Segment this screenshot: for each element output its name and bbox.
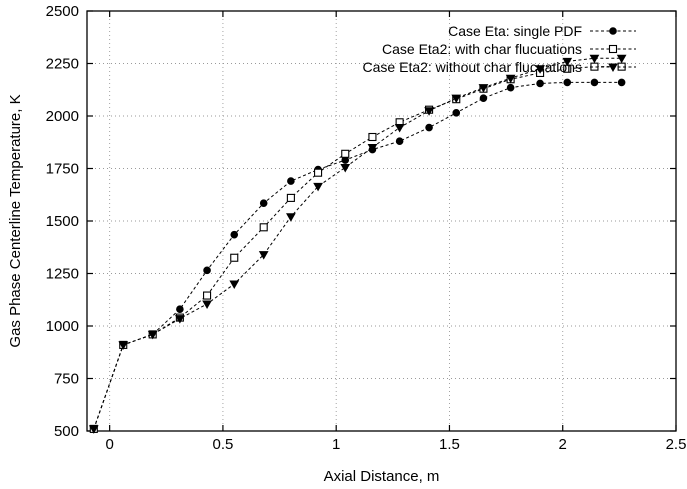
x-tick-label: 0 [105, 436, 113, 453]
series-1-line [93, 81, 622, 430]
series-3-point [589, 54, 600, 64]
legend-label: Case Eta: single PDF [448, 23, 582, 39]
series-2-point [230, 253, 239, 262]
series-1 [89, 78, 626, 433]
series-2-point [286, 193, 295, 202]
series-3-point [118, 341, 129, 350]
axis-ticks: 0 0.5 1 1.5 2 2.5 500 750 1000 1250 1500 1750 2000 22… [46, 3, 687, 453]
y-tick-label: 2500 [46, 3, 79, 20]
series-1-point [287, 177, 295, 185]
series-2 [89, 62, 626, 433]
series-1-point [259, 199, 268, 207]
series-3-point [340, 163, 351, 173]
series-3-point [175, 315, 185, 324]
series-1-point [479, 94, 488, 102]
x-tick-label: 1.5 [439, 436, 460, 453]
series-3-point [616, 54, 627, 64]
legend-label: Case Eta2: without char flucuations [363, 59, 582, 75]
x-axis-title: Axial Distance, m [324, 468, 440, 485]
series-1-point [617, 78, 626, 87]
series-3-point [505, 74, 516, 84]
x-tick-label: 0.5 [212, 436, 233, 453]
series-3-point [478, 84, 489, 93]
series-1-point [563, 78, 572, 87]
series-3-line [93, 57, 622, 430]
series-1-point [230, 230, 239, 239]
x-tick-label: 2 [559, 436, 567, 453]
series-3-point [562, 57, 573, 67]
y-tick-label: 1500 [46, 213, 79, 230]
y-tick-label: 1000 [46, 318, 79, 335]
series-1-point [176, 305, 184, 314]
series-3-point [286, 213, 296, 222]
series-3-point [424, 107, 434, 116]
series-3-point [202, 300, 212, 309]
series-2-point [314, 168, 323, 177]
legend: Case Eta: single PDF Case Eta2: with char… [363, 23, 636, 75]
series-1-point [536, 79, 544, 88]
legend-marker [608, 63, 618, 73]
series-2-point [341, 149, 350, 158]
series-3-point [147, 330, 158, 340]
series-2-point [368, 132, 377, 142]
series-3-point [258, 251, 269, 260]
y-tick-label: 1250 [46, 266, 79, 283]
x-tick-label: 1 [332, 436, 340, 453]
y-tick-label: 2250 [46, 56, 79, 73]
series-3 [88, 54, 627, 434]
series-3-point [229, 280, 240, 290]
series-1-point [506, 83, 515, 92]
legend-marker [608, 44, 618, 54]
series-1-point [395, 137, 404, 145]
x-tick-label: 2.5 [666, 436, 687, 453]
series-layer [88, 54, 627, 434]
series-3-point [394, 124, 405, 133]
series-2-line [93, 66, 622, 430]
legend-label: Case Eta2: with char flucuations [382, 41, 582, 57]
series-3-point [88, 425, 99, 434]
series-3-point [535, 65, 545, 74]
legend-marker [609, 27, 617, 35]
y-tick-label: 2000 [46, 108, 79, 125]
series-1-point [203, 266, 211, 275]
series-2-point [259, 223, 268, 232]
series-2-point [203, 291, 212, 300]
series-3-point [451, 94, 462, 104]
y-axis-title: Gas Phase Centerline Temperature, K [7, 94, 24, 347]
y-tick-label: 750 [54, 371, 79, 388]
series-1-point [452, 109, 461, 117]
y-tick-label: 1750 [46, 161, 79, 178]
series-1-point [590, 78, 599, 87]
series-1-point [425, 123, 433, 132]
series-3-point [313, 182, 323, 192]
series-3-point [367, 144, 378, 153]
y-tick-label: 500 [54, 423, 79, 440]
